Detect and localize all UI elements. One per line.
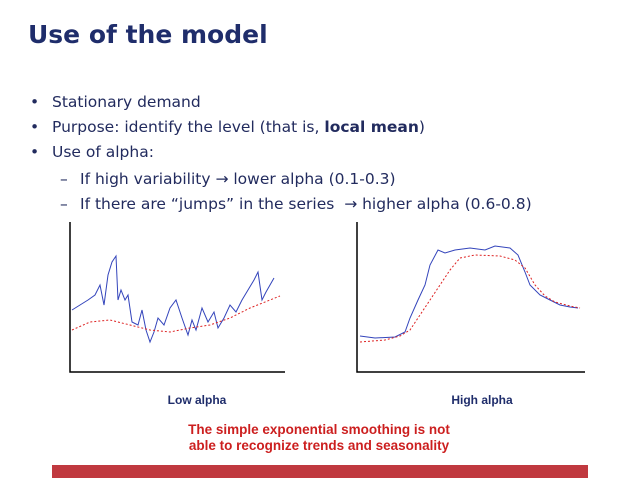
bullet-text: ) [418, 118, 425, 136]
axes [69, 222, 585, 373]
figure-label: High alpha [451, 393, 513, 407]
sub-bullet: If there are “jumps” in the series → hig… [60, 195, 532, 213]
bullet-text: Purpose: identify the level (that is, [52, 118, 325, 136]
demand-curve [71, 254, 275, 344]
axis [356, 222, 585, 373]
forecast-curve [359, 254, 581, 343]
bullet-bold: local mean [324, 118, 419, 136]
bullet: Purpose: identify the level (that is, lo… [30, 118, 425, 136]
note: The simple exponential smoothing is not [188, 422, 450, 437]
sub-bullet: If high variability → lower alpha (0.1-0… [60, 170, 396, 188]
demand-curve [359, 245, 579, 339]
axis [69, 222, 285, 373]
bullet: Stationary demand [30, 93, 201, 111]
note: able to recognize trends and seasonality [189, 438, 450, 453]
forecast-curve [71, 295, 281, 333]
figure-label: Low alpha [168, 393, 227, 407]
footer-bar [52, 465, 588, 478]
bullet: Use of alpha: [30, 143, 154, 161]
slide-title: Use of the model [28, 20, 268, 49]
